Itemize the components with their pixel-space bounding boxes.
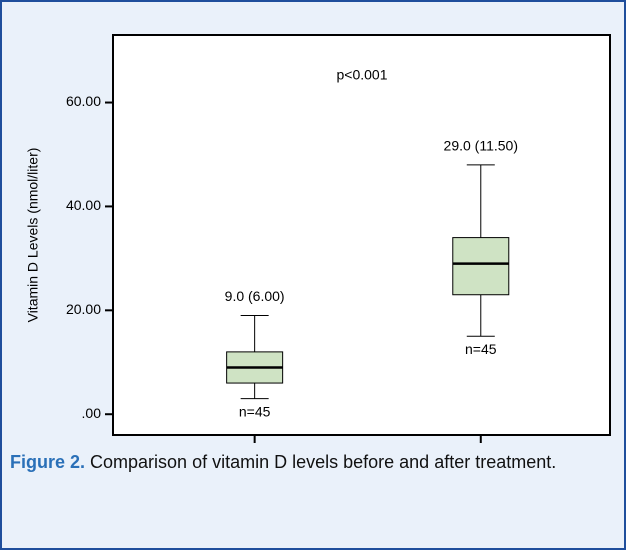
box-label: 29.0 (11.50) [444, 138, 518, 154]
caption-label: Figure 2. [10, 452, 86, 472]
y-tick-label: 60.00 [66, 93, 101, 109]
annotation: p<0.001 [337, 67, 388, 83]
n-label: n=45 [465, 341, 497, 357]
box-label: 9.0 (6.00) [225, 288, 285, 304]
plot-area [112, 34, 611, 436]
y-tick-label: 20.00 [66, 301, 101, 317]
n-label: n=45 [239, 403, 271, 419]
y-axis-label: Vitamin D Levels (nmol/liter) [25, 148, 41, 323]
box [452, 237, 510, 296]
caption-text: Comparison of vitamin D levels before an… [90, 452, 557, 472]
caption: Figure 2. Comparison of vitamin D levels… [10, 448, 610, 476]
chart: Vitamin D Levels (nmol/liter) p<0.001 .0… [25, 34, 611, 443]
y-tick-label: 40.00 [66, 197, 101, 213]
y-tick-label: .00 [82, 405, 102, 421]
